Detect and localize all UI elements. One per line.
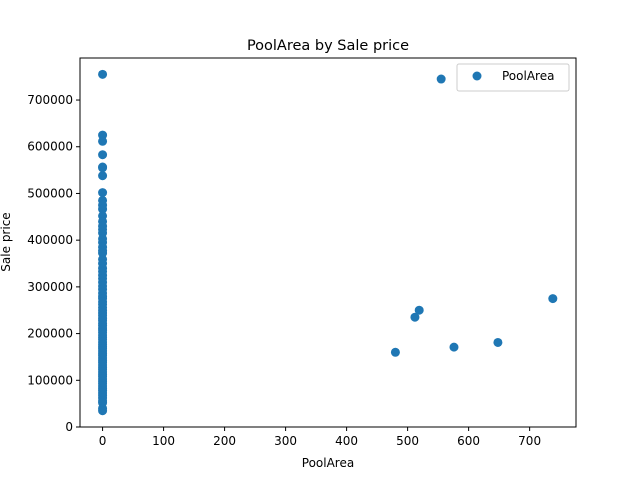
x-tick-label: 400 — [335, 434, 358, 448]
x-tick-label: 500 — [396, 434, 419, 448]
data-point — [98, 204, 108, 214]
y-tick-label: 400000 — [27, 233, 73, 247]
y-tick-label: 200000 — [27, 327, 73, 341]
data-point — [449, 342, 459, 352]
y-tick-label: 500000 — [27, 186, 73, 200]
data-point — [414, 305, 424, 315]
y-tick-label: 100000 — [27, 373, 73, 387]
y-axis-ticks: 0 100000 200000 300000 400000 500000 600000 700… — [27, 93, 80, 434]
legend-box — [456, 63, 570, 92]
legend-label: PoolArea — [502, 69, 554, 83]
x-tick-label: 700 — [518, 434, 541, 448]
data-point — [410, 312, 420, 322]
y-axis-label: Sale price — [0, 212, 13, 271]
y-tick-label: 300000 — [27, 280, 73, 294]
data-point — [98, 136, 108, 146]
data-point — [98, 130, 108, 140]
x-axis-ticks: 0 100 200 300 400 500 600 700 — [99, 427, 541, 448]
data-point — [548, 294, 558, 304]
data-point — [493, 337, 503, 347]
data-point — [390, 347, 400, 357]
x-tick-label: 100 — [152, 434, 175, 448]
y-tick-label: 700000 — [27, 93, 73, 107]
plot-area: 0 100 200 300 400 500 600 700 0 100000 200000 3000… — [27, 57, 577, 448]
data-point — [98, 69, 108, 79]
x-tick-label: 600 — [457, 434, 480, 448]
x-tick-label: 200 — [213, 434, 236, 448]
data-point — [98, 188, 108, 198]
legend-marker — [472, 71, 482, 81]
y-tick-label: 0 — [65, 420, 73, 434]
data-point — [98, 171, 108, 181]
data-point — [98, 406, 108, 416]
data-point — [436, 74, 446, 84]
points-layer — [98, 69, 558, 416]
legend: PoolArea — [456, 63, 570, 92]
chart-title: PoolArea by Sale price — [247, 38, 409, 54]
y-tick-label: 600000 — [27, 140, 73, 154]
plot-frame — [79, 57, 577, 428]
x-axis-label: PoolArea — [302, 456, 354, 470]
data-point — [98, 248, 108, 258]
data-point — [98, 150, 108, 160]
x-tick-label: 0 — [99, 434, 107, 448]
x-tick-label: 300 — [274, 434, 297, 448]
data-point — [98, 163, 108, 173]
